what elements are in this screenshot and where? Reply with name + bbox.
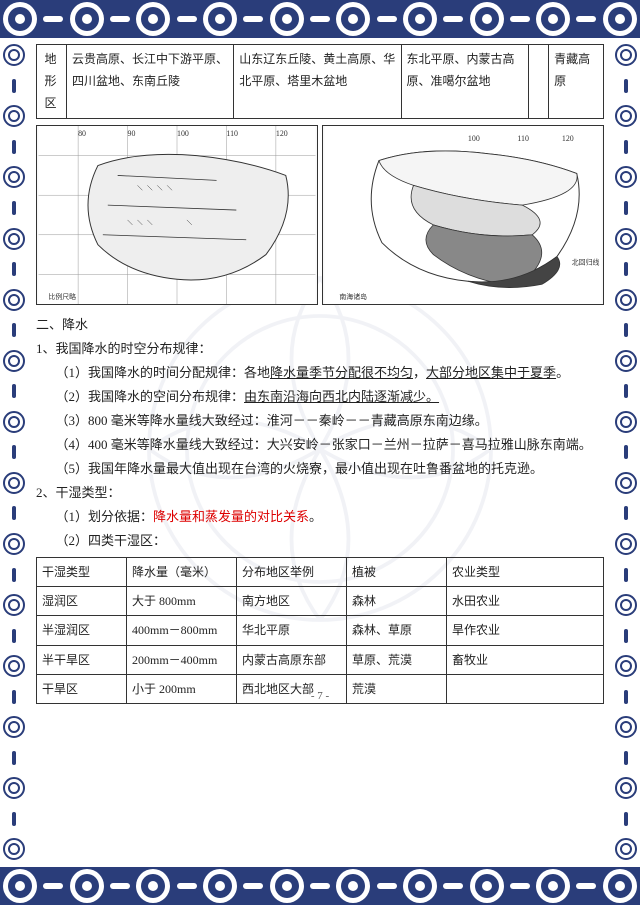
svg-text:90: 90 [128,128,136,137]
table-row: 半干旱区 200mm－400mm 内蒙古高原东部 草原、荒漠 畜牧业 [37,645,604,674]
svg-text:120: 120 [276,128,288,137]
map-temperature-zones: 80 90 100 110 120 比例尺略 [36,125,318,305]
svg-text:100: 100 [468,133,480,142]
page-content: 地形区 云贵高原、长江中下游平原、四川盆地、东南丘陵 山东辽东丘陵、黄土高原、华… [32,44,608,861]
table-cell: 大于 800mm [127,587,237,616]
table-cell: 森林 [347,587,447,616]
table-cell: 半湿润区 [37,616,127,645]
precip-1-5: （5）我国年降水量最大值出现在台湾的火烧寮，最小值出现在吐鲁番盆地的托克逊。 [36,457,604,481]
table-cell: 森林、草原 [347,616,447,645]
table-header-row: 干湿类型 降水量（毫米） 分布地区举例 植被 农业类型 [37,558,604,587]
precip-1-title: 1、我国降水的时空分布规律： [36,337,604,361]
precip-1-2: （2）我国降水的空间分布规律：由东南沿海向西北内陆逐渐减少。 [36,385,604,409]
map-scale-label: 比例尺略 [48,292,76,301]
map-precipitation-zones: 120 110 100 北回归线 南海诸岛 [322,125,604,305]
table-cell: 内蒙古高原东部 [237,645,347,674]
section-heading-precip: 二、降水 [36,313,604,337]
table-row: 地形区 云贵高原、长江中下游平原、四川盆地、东南丘陵 山东辽东丘陵、黄土高原、华… [37,45,604,119]
table-cell: 畜牧业 [447,645,604,674]
precip-1-3: （3）800 毫米等降水量线大致经过：淮河－－秦岭－－青藏高原东南边缘。 [36,409,604,433]
maps-row: 80 90 100 110 120 比例尺略 [36,125,604,305]
table-cell: 华北平原 [237,616,347,645]
terrain-table: 地形区 云贵高原、长江中下游平原、四川盆地、东南丘陵 山东辽东丘陵、黄土高原、华… [36,44,604,119]
underline-text: 由东南沿海向西北内陆逐渐减少。 [244,389,439,404]
text: 。 [309,509,322,524]
table-cell: 400mm－800mm [127,616,237,645]
precip-2-1: （1）划分依据：降水量和蒸发量的对比关系。 [36,505,604,529]
decorative-border-left [0,38,28,867]
underline-text: 大部分地区集中于夏季 [426,365,556,380]
zone-table: 干湿类型 降水量（毫米） 分布地区举例 植被 农业类型 湿润区 大于 800mm… [36,557,604,704]
table-row: 半湿润区 400mm－800mm 华北平原 森林、草原 旱作农业 [37,616,604,645]
text: （2）我国降水的空间分布规律： [56,389,245,404]
table-header: 植被 [347,558,447,587]
text: （1）我国降水的时间分配规律：各地 [56,365,271,380]
table-header: 农业类型 [447,558,604,587]
svg-text:南海诸岛: 南海诸岛 [339,292,367,301]
precip-1-1: （1）我国降水的时间分配规律：各地降水量季节分配很不均匀，大部分地区集中于夏季。 [36,361,604,385]
table-cell: 半干旱区 [37,645,127,674]
decorative-border-top [0,0,640,38]
terrain-cell: 青藏高 原 [549,45,604,119]
table-header: 降水量（毫米） [127,558,237,587]
precip-2-2: （2）四类干湿区： [36,529,604,553]
table-header: 分布地区举例 [237,558,347,587]
svg-text:110: 110 [226,128,238,137]
svg-text:100: 100 [177,128,189,137]
table-cell: 草原、荒漠 [347,645,447,674]
table-cell: 湿润区 [37,587,127,616]
terrain-row-label: 地形区 [37,45,67,119]
red-text: 降水量和蒸发量的对比关系 [153,509,309,524]
text: ， [413,365,426,380]
text: （1）划分依据： [56,509,154,524]
svg-text:北回归线: 北回归线 [572,257,600,266]
terrain-cell: 云贵高原、长江中下游平原、四川盆地、东南丘陵 [67,45,234,119]
svg-text:80: 80 [78,128,86,137]
decorative-border-bottom [0,867,640,905]
table-cell: 旱作农业 [447,616,604,645]
precip-1-4: （4）400 毫米等降水量线大致经过：大兴安岭－张家口－兰州－拉萨－喜马拉雅山脉… [36,433,604,457]
svg-text:110: 110 [517,133,529,142]
table-cell: 水田农业 [447,587,604,616]
precip-2-title: 2、干湿类型： [36,481,604,505]
table-row: 湿润区 大于 800mm 南方地区 森林 水田农业 [37,587,604,616]
underline-text: 降水量季节分配很不均匀 [270,365,413,380]
decorative-border-right [612,38,640,867]
table-cell: 南方地区 [237,587,347,616]
svg-text:120: 120 [562,133,574,142]
terrain-cell: 东北平原、内蒙古高原、准噶尔盆地 [401,45,529,119]
table-header: 干湿类型 [37,558,127,587]
text: 。 [556,365,569,380]
table-cell: 200mm－400mm [127,645,237,674]
page-number: - 7 - [36,686,604,706]
terrain-cell: 山东辽东丘陵、黄土高原、华北平原、塔里木盆地 [234,45,401,119]
terrain-cell [529,45,549,119]
